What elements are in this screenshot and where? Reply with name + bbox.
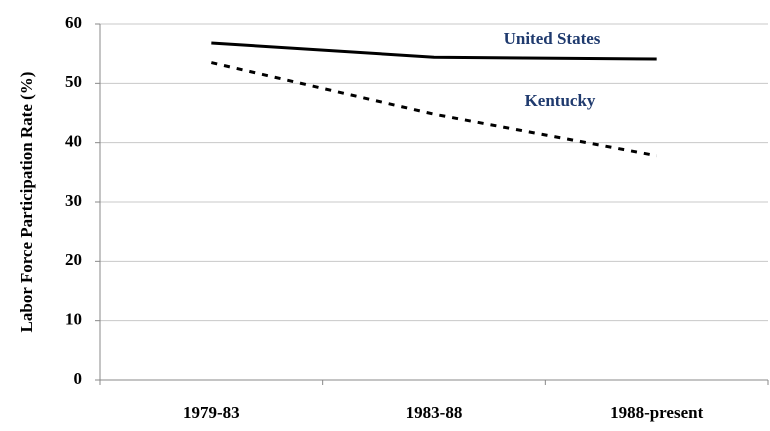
x-tick-label: 1988-present: [610, 403, 704, 422]
y-tick-label: 0: [74, 369, 83, 388]
y-tick-label: 10: [65, 310, 82, 329]
series-label: Kentucky: [525, 91, 596, 110]
y-tick-label: 30: [65, 191, 82, 210]
y-tick-label: 20: [65, 250, 82, 269]
y-tick-label: 60: [65, 13, 82, 32]
series-line: [210, 61, 657, 158]
x-tick-label: 1983-88: [406, 403, 463, 422]
series-label: United States: [504, 29, 601, 48]
y-tick-label: 50: [65, 72, 82, 91]
series-line: [211, 41, 657, 61]
x-tick-label: 1979-83: [183, 403, 240, 422]
y-tick-label: 40: [65, 132, 82, 151]
y-axis-label: Labor Force Participation Rate (%): [17, 72, 36, 333]
